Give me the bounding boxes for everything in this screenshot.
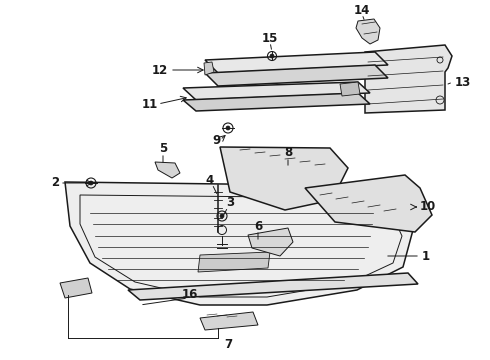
Circle shape	[270, 54, 274, 58]
Polygon shape	[356, 19, 380, 44]
Polygon shape	[205, 65, 388, 86]
Circle shape	[226, 126, 230, 130]
Polygon shape	[60, 278, 92, 298]
Polygon shape	[220, 147, 348, 210]
Polygon shape	[198, 252, 270, 272]
Text: 14: 14	[354, 4, 370, 17]
Polygon shape	[128, 273, 418, 300]
Circle shape	[89, 181, 93, 185]
Text: 9: 9	[212, 134, 220, 147]
Polygon shape	[183, 93, 370, 111]
Circle shape	[220, 214, 224, 218]
Polygon shape	[248, 228, 293, 256]
Text: 15: 15	[262, 31, 278, 45]
Polygon shape	[183, 82, 370, 100]
Text: 10: 10	[420, 201, 436, 213]
Text: 1: 1	[422, 249, 430, 262]
Polygon shape	[305, 175, 432, 232]
Text: 3: 3	[226, 197, 234, 210]
Polygon shape	[340, 82, 360, 96]
Polygon shape	[155, 162, 180, 178]
Text: 7: 7	[224, 338, 232, 351]
Text: 6: 6	[254, 220, 262, 233]
Text: 8: 8	[284, 147, 292, 159]
Polygon shape	[204, 62, 214, 75]
Text: 4: 4	[206, 174, 214, 186]
Polygon shape	[205, 52, 388, 73]
Polygon shape	[65, 182, 413, 305]
Polygon shape	[200, 312, 258, 330]
Text: 16: 16	[182, 288, 198, 301]
Polygon shape	[365, 45, 452, 113]
Text: 5: 5	[159, 143, 167, 156]
Text: 13: 13	[455, 76, 471, 89]
Text: 12: 12	[152, 63, 168, 77]
Text: 11: 11	[142, 98, 158, 111]
Text: 2: 2	[51, 176, 59, 189]
